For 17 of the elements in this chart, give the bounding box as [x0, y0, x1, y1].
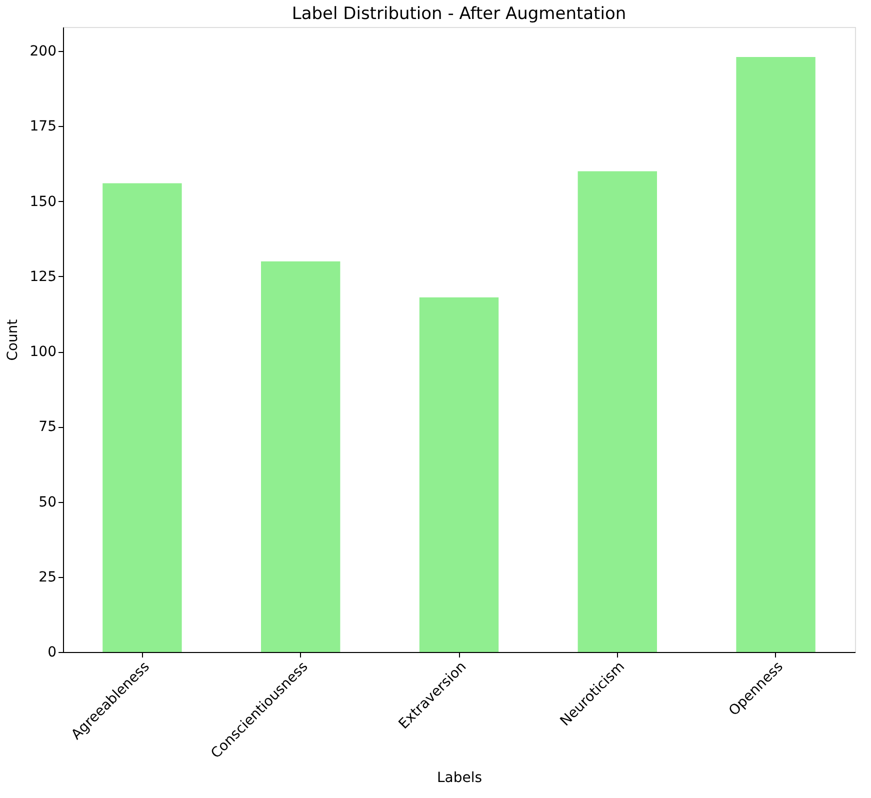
- y-tick-label: 75: [38, 419, 56, 436]
- bar: [261, 261, 340, 652]
- bar: [736, 57, 816, 652]
- y-axis-title: Count: [4, 318, 21, 361]
- chart-title: Label Distribution - After Augmentation: [292, 4, 626, 24]
- y-tick-label: 150: [30, 194, 56, 210]
- y-tick-label: 0: [48, 644, 56, 660]
- bar: [578, 171, 657, 652]
- y-tick-label: 200: [30, 44, 56, 60]
- bar: [102, 183, 182, 652]
- y-tick-label: 100: [30, 344, 56, 360]
- x-axis-title: Labels: [436, 770, 482, 786]
- y-tick-label: 25: [38, 569, 56, 586]
- bar: [419, 297, 499, 652]
- y-tick-label: 50: [38, 494, 56, 510]
- y-tick-label: 175: [30, 118, 56, 135]
- y-tick-label: 125: [30, 268, 56, 285]
